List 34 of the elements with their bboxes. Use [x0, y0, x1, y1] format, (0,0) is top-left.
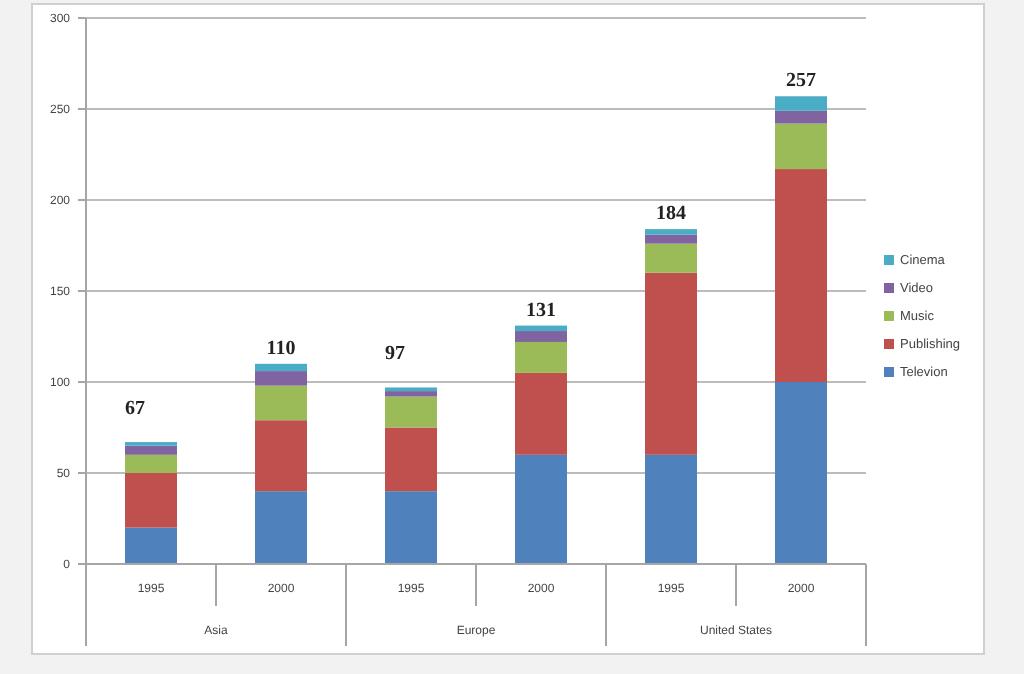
- bar: [255, 491, 307, 564]
- bar: [515, 372, 567, 455]
- bar: [255, 363, 307, 372]
- bar: [515, 331, 567, 342]
- bar: [385, 491, 437, 564]
- bar: [775, 96, 827, 111]
- bar: [775, 123, 827, 170]
- bar: [125, 473, 177, 528]
- bar: [125, 527, 177, 564]
- total-label: 97: [385, 343, 405, 366]
- bar: [645, 229, 697, 235]
- bar: [255, 371, 307, 386]
- total-label: 67: [125, 398, 145, 421]
- bar: [775, 382, 827, 564]
- bar: [385, 396, 437, 428]
- total-label: 131: [526, 299, 556, 322]
- bar: [515, 454, 567, 564]
- bar: [125, 445, 177, 455]
- bar: [255, 385, 307, 421]
- bar: [255, 420, 307, 492]
- bar: [125, 454, 177, 473]
- bar: [645, 243, 697, 273]
- bar: [645, 272, 697, 455]
- bar: [385, 427, 437, 492]
- bar: [515, 341, 567, 373]
- bar: [775, 169, 827, 382]
- bar: [645, 454, 697, 564]
- bar: [515, 325, 567, 332]
- bar: [385, 391, 437, 397]
- total-label: 257: [786, 70, 816, 93]
- total-label: 110: [266, 337, 296, 360]
- total-label: 184: [656, 203, 686, 226]
- bar: [775, 110, 827, 124]
- bar: [645, 234, 697, 244]
